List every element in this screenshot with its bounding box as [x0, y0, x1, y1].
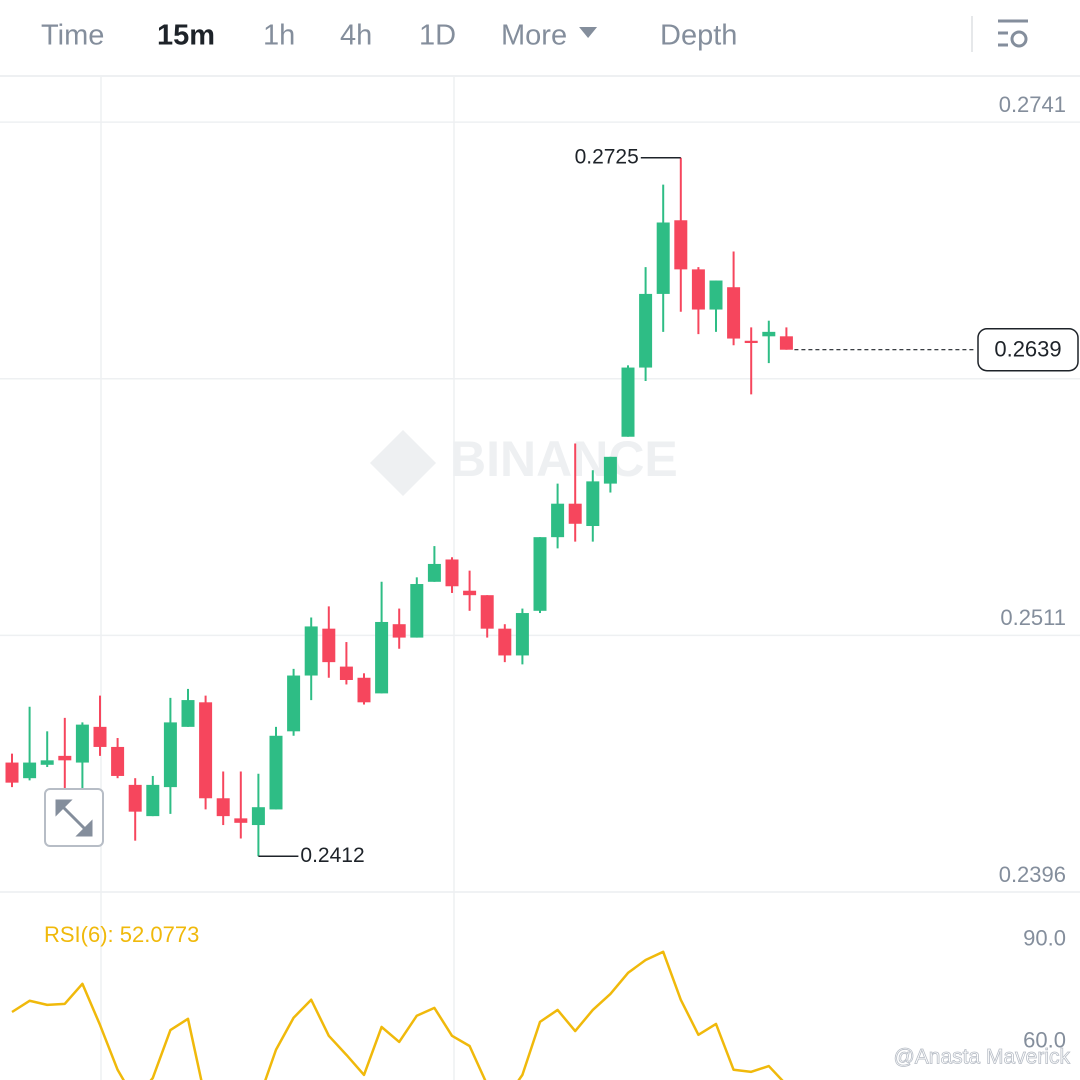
candle-body — [445, 559, 459, 587]
dropdown-arrow — [579, 27, 598, 38]
candle-body — [234, 818, 248, 823]
candle-body — [568, 503, 582, 524]
candle-body — [375, 621, 389, 694]
candle-body — [621, 367, 635, 437]
candle-body — [339, 666, 353, 680]
candle-body — [639, 293, 653, 368]
y-tick-label: 0.2396 — [999, 862, 1066, 887]
timeframe-tab[interactable]: 1D — [419, 20, 456, 52]
expand-icon — [55, 799, 93, 837]
candle-body — [58, 755, 72, 761]
timeframe-tab[interactable]: More — [501, 20, 567, 52]
timeframe-tab[interactable]: Depth — [660, 20, 737, 52]
candle-body — [762, 331, 776, 337]
y-tick-label: 60.0 — [1023, 1028, 1066, 1053]
last-price-box — [977, 327, 1079, 372]
candle-body — [674, 220, 688, 270]
rsi-label: RSI(6): 52.0773 — [44, 922, 199, 947]
candle-body — [709, 280, 723, 310]
timeframe-bar: Time 15m 1h 4h 1D More Depth — [41, 20, 737, 52]
candle-body — [533, 537, 547, 611]
candle-body — [779, 336, 793, 350]
y-tick-label: 90.0 — [1023, 926, 1066, 951]
candle-body — [480, 595, 494, 629]
candle-body — [727, 287, 741, 339]
candle-body — [427, 563, 441, 582]
timeframe-tab[interactable]: 1h — [263, 20, 295, 52]
credit: @Anasta Maverick — [893, 1046, 1070, 1069]
candle-body — [93, 726, 107, 747]
candle-body — [410, 584, 424, 638]
candle-body — [146, 784, 160, 817]
candle-body — [199, 702, 213, 799]
extreme-label: 0.2412 — [300, 844, 364, 867]
price-chart: 0.27410.26260.25110.23960.27250.24120.26… — [0, 92, 1080, 893]
candle-body — [656, 222, 670, 294]
y-tick-label: 0.2511 — [1000, 605, 1066, 630]
candle-body — [181, 700, 195, 727]
candle-body — [515, 613, 529, 656]
candle-body — [586, 481, 600, 527]
candle-body — [163, 722, 177, 788]
candle-body — [498, 628, 512, 656]
watermark: BINANCE — [450, 431, 678, 487]
candle-body — [322, 628, 336, 663]
candle-body — [111, 746, 125, 776]
candle-body — [23, 762, 37, 779]
candle-body — [304, 626, 318, 676]
candle-body — [357, 677, 371, 703]
candle-body — [287, 675, 301, 732]
timeframe-tab[interactable]: 4h — [340, 20, 372, 52]
rsi-line — [11, 950, 784, 1080]
candle-body — [5, 762, 19, 783]
watermark-logo — [370, 430, 436, 496]
candle-body — [269, 735, 283, 810]
candle-body — [75, 724, 89, 763]
candle-body — [128, 784, 142, 812]
y-tick-label: 0.2741 — [999, 92, 1066, 117]
settings-icon[interactable] — [998, 19, 1028, 48]
candle-body — [463, 590, 477, 596]
candle-body — [251, 807, 265, 826]
timeframe-tab[interactable]: 15m — [157, 20, 215, 52]
candle-body — [603, 456, 617, 484]
candle-body — [40, 760, 54, 765]
candle-body — [551, 503, 565, 538]
candle-body — [216, 798, 230, 817]
candle-body — [744, 340, 758, 344]
timeframe-tab[interactable]: Time — [41, 20, 104, 52]
candle-body — [392, 624, 406, 638]
extreme-label: 0.2725 — [575, 145, 639, 168]
rsi-plot — [11, 950, 784, 1080]
candle-body — [691, 269, 705, 310]
rsi-chart: RSI(6): 52.0773 90.0 60.0 — [11, 922, 1066, 1080]
last-price-label: 0.2639 — [994, 337, 1061, 362]
